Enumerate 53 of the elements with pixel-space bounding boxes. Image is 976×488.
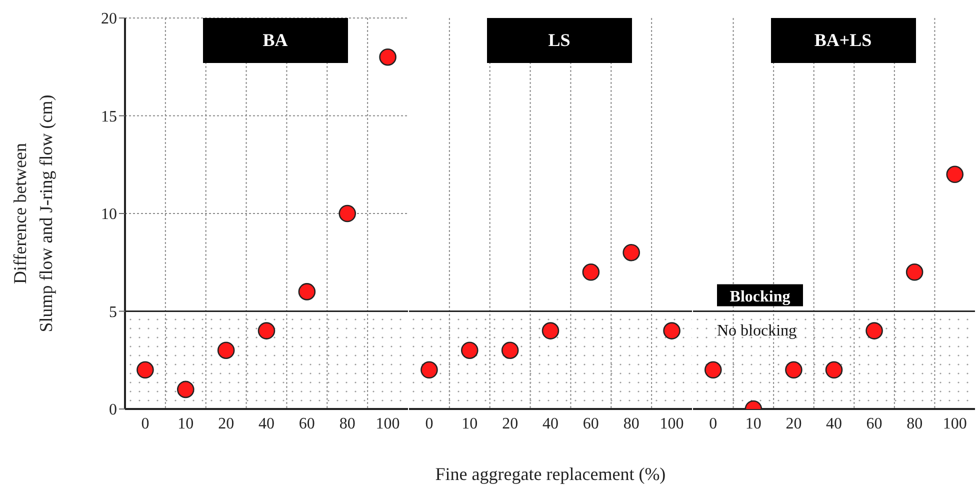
point	[866, 322, 883, 340]
x-tick-label: 40	[542, 415, 558, 432]
point	[217, 342, 235, 359]
title-box: LS	[486, 18, 632, 63]
x-tick-label: 60	[298, 415, 315, 432]
x-tick-label: 100	[660, 415, 684, 432]
x-tick-label: 40	[258, 415, 274, 432]
band-label: No blocking	[717, 322, 797, 340]
x-tick-label: 60	[866, 415, 882, 432]
point	[582, 264, 600, 281]
x-tick-label: 80	[339, 415, 356, 432]
point	[663, 322, 680, 340]
point	[176, 380, 194, 398]
x-tick-label: 0	[709, 415, 718, 432]
y-tick-label: 0	[109, 402, 117, 419]
x-tick-label: 80	[623, 415, 640, 432]
point	[460, 342, 478, 359]
y-tick-label: 10	[101, 206, 117, 224]
x-tick-label: 100	[376, 415, 400, 432]
point	[622, 244, 640, 262]
point	[379, 48, 396, 66]
point	[298, 283, 316, 300]
x-tick-label: 10	[745, 415, 762, 432]
x-tick-label: 20	[218, 415, 234, 432]
x-tick-label: 80	[906, 415, 923, 432]
x-tick-label: 10	[178, 415, 194, 432]
x-tick-label: 40	[826, 415, 842, 432]
point	[704, 361, 722, 379]
x-tick-label: 20	[502, 415, 518, 432]
point	[258, 322, 276, 340]
point	[338, 204, 356, 222]
title-box: BA	[202, 18, 348, 63]
title-box: BA+LS	[770, 18, 916, 63]
y-axis-title: Difference between Slump flow and J-ring flow (cm)	[10, 94, 56, 332]
point	[420, 361, 438, 379]
ref-line-label: Blocking	[730, 288, 790, 306]
point	[946, 166, 964, 184]
x-tick-label: 60	[582, 415, 599, 432]
x-axis-title: Fine aggregate replacement (%)	[435, 464, 666, 484]
y-tick-label: 20	[101, 10, 117, 28]
y-tick-label: 15	[101, 108, 117, 126]
x-tick-label: 0	[425, 415, 434, 432]
point	[136, 361, 154, 379]
point	[825, 361, 843, 379]
x-tick-label: 0	[141, 415, 150, 432]
point	[501, 342, 519, 359]
y-tick-label: 5	[109, 304, 117, 321]
point	[785, 361, 802, 379]
x-tick-label: 10	[462, 415, 478, 432]
point	[906, 264, 924, 281]
x-tick-label: 100	[942, 415, 967, 432]
point	[542, 322, 560, 340]
x-tick-label: 20	[786, 415, 802, 432]
